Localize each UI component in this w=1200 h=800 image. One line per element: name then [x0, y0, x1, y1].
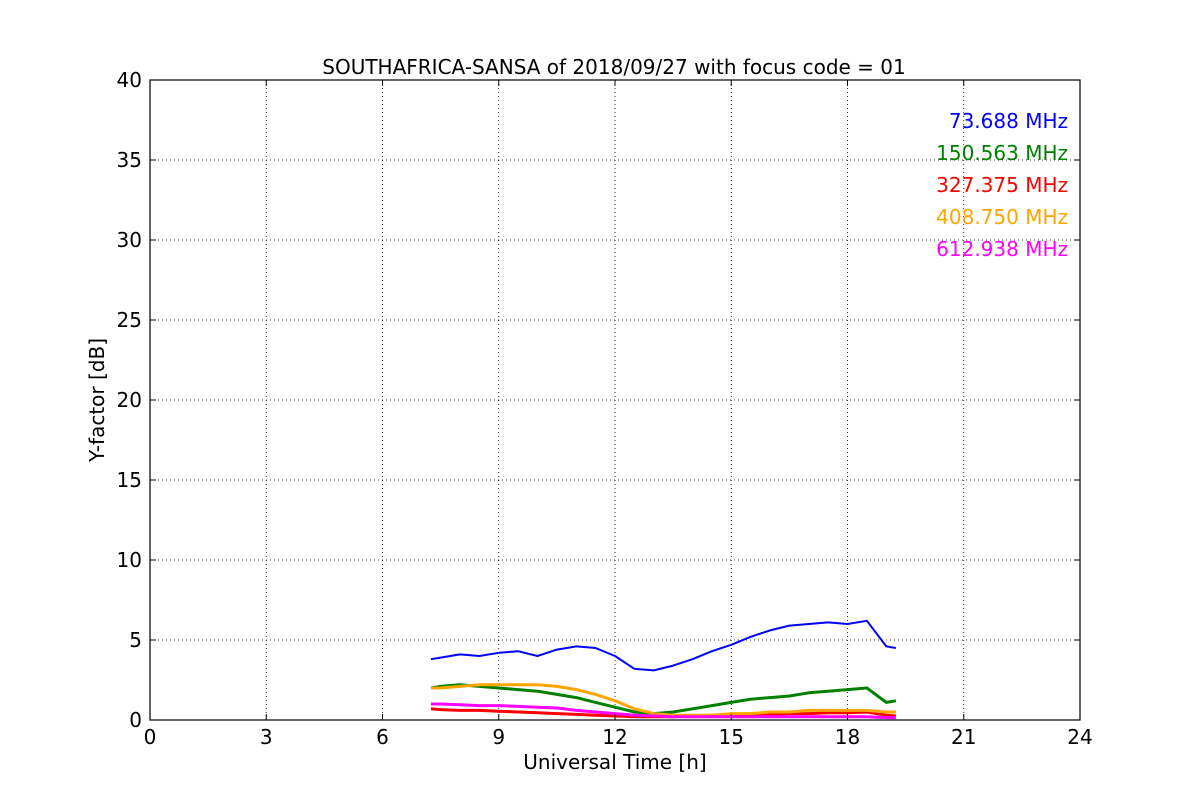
series-line-1	[430, 619, 897, 672]
y-tick-label: 10	[117, 548, 142, 572]
series-lines	[430, 619, 897, 720]
legend-entry-2: 150.563 MHz	[936, 141, 1068, 165]
chart-title: SOUTHAFRICA-SANSA of 2018/09/27 with foc…	[322, 55, 906, 79]
x-tick-label: 12	[602, 725, 627, 749]
y-tick-label: 25	[117, 308, 142, 332]
series-line-4	[430, 683, 896, 717]
legend-entry-3: 327.375 MHz	[936, 173, 1068, 197]
legend: 73.688 MHz 150.563 MHz 327.375 MHz 408.750 …	[936, 109, 1068, 261]
legend-entry-1: 73.688 MHz	[949, 109, 1068, 133]
x-tick-label: 24	[1067, 725, 1092, 749]
x-tick-label: 9	[492, 725, 505, 749]
x-tick-label: 15	[719, 725, 744, 749]
x-tick-label: 18	[835, 725, 860, 749]
y-tick-label: 30	[117, 228, 142, 252]
x-tick-label: 6	[376, 725, 389, 749]
x-tick-label: 21	[951, 725, 976, 749]
x-axis-label: Universal Time [h]	[523, 750, 706, 774]
y-tick-label: 5	[129, 628, 142, 652]
x-tick-label: 0	[144, 725, 157, 749]
y-tick-label: 40	[117, 68, 142, 92]
y-axis-label: Y-factor [dB]	[85, 338, 109, 463]
legend-entry-5: 612.938 MHz	[936, 237, 1068, 261]
y-tick-label: 0	[129, 708, 142, 732]
y-tick-label: 35	[117, 148, 142, 172]
y-tick-label: 15	[117, 468, 142, 492]
grid-lines	[150, 80, 1080, 720]
series-line-2	[430, 683, 897, 716]
y-tick-label: 20	[117, 388, 142, 412]
x-tick-label: 3	[260, 725, 273, 749]
axis-ticks: 0 3 6 9 12 15 18 21 24 0 5 10 15 20 25 30 35 40	[117, 68, 1093, 749]
series-line-5	[430, 702, 896, 720]
legend-entry-4: 408.750 MHz	[936, 205, 1068, 229]
